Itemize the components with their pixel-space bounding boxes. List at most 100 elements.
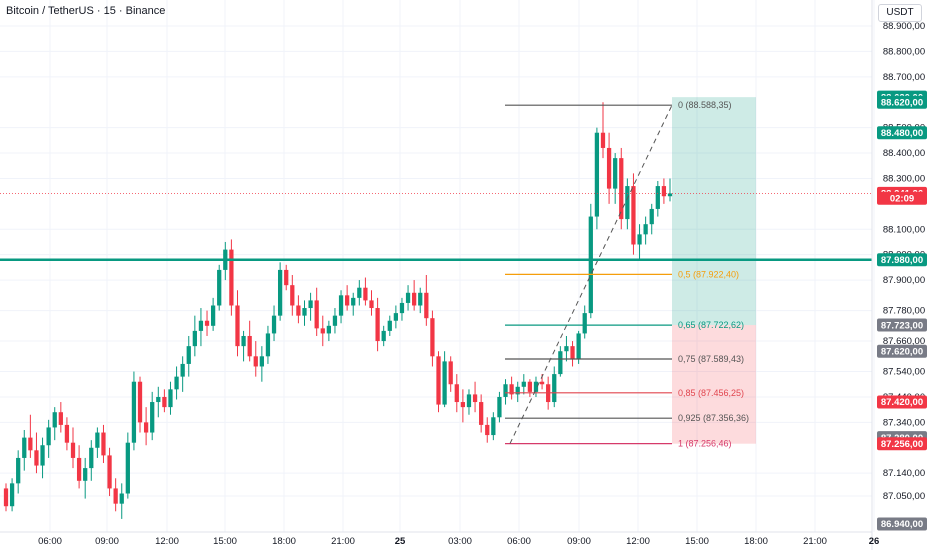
candle-body	[643, 224, 648, 235]
price-badge-bg	[877, 191, 927, 205]
candle-body	[302, 308, 307, 316]
candle-body	[70, 442, 76, 458]
candle-body	[363, 287, 368, 301]
price-badge-bg	[877, 437, 927, 451]
candle-body	[290, 285, 295, 306]
candle-body	[491, 417, 496, 436]
fib-level-label: 0 (88.588,35)	[678, 100, 732, 110]
candle-body	[46, 427, 51, 446]
candle-body	[509, 384, 514, 395]
y-tick-label: 88.800,00	[883, 46, 925, 57]
price-badge-text: 87.980,00	[881, 255, 923, 266]
candle-body	[186, 346, 191, 364]
price-badge-text: 87.723,00	[881, 320, 923, 331]
candle-body	[357, 287, 362, 298]
fib-level-label: 0,75 (87.589,43)	[678, 354, 744, 364]
x-tick-label: 21:00	[331, 536, 355, 547]
y-tick-label: 87.780,00	[883, 306, 925, 317]
candle-body	[558, 351, 563, 375]
x-tick-label: 25	[395, 536, 406, 547]
candle-body	[40, 445, 45, 466]
price-badge-bg	[877, 126, 927, 140]
candle-body	[174, 376, 179, 390]
candle-body	[131, 381, 137, 443]
candle-body	[119, 493, 124, 504]
candle-body	[533, 381, 539, 392]
x-tick-label: 26	[869, 536, 880, 547]
fib-level-label: 0,925 (87.356,36)	[678, 413, 749, 423]
candle-body	[210, 305, 216, 326]
price-badge-text: 87.620,00	[881, 346, 923, 357]
candle-body	[332, 315, 338, 326]
price-badge-text: 87.256,00	[881, 439, 923, 450]
y-tick-label: 87.050,00	[883, 491, 925, 502]
candle-body	[52, 412, 57, 428]
candle-body	[521, 381, 526, 387]
candle-body	[314, 300, 319, 329]
y-tick-label: 87.660,00	[883, 336, 925, 347]
y-tick-label: 88.400,00	[883, 148, 925, 159]
x-tick-label: 09:00	[567, 536, 591, 547]
x-tick-label: 06:00	[507, 536, 531, 547]
candle-body	[351, 297, 356, 306]
candle-body	[539, 381, 545, 385]
candle-body	[95, 432, 100, 448]
candle-body	[527, 381, 533, 392]
fib-level-label: 0,5 (87.922,40)	[678, 269, 739, 279]
fib-level-label: 0,65 (87.722,62)	[678, 320, 744, 330]
x-tick-label: 12:00	[155, 536, 179, 547]
candle-body	[271, 315, 277, 334]
y-tick-label: 87.340,00	[883, 417, 925, 428]
price-badge-text: 88.480,00	[881, 128, 923, 139]
y-tick-label: 87.540,00	[883, 367, 925, 378]
candle-body	[204, 320, 210, 326]
currency-selector[interactable]: USDT	[878, 4, 922, 22]
candle-body	[137, 381, 143, 423]
candle-body	[265, 333, 271, 357]
candle-body	[649, 208, 654, 225]
candle-body	[418, 292, 423, 306]
x-tick-label: 18:00	[272, 536, 296, 547]
candle-body	[460, 402, 466, 408]
price-badge: 87.256,00	[877, 437, 927, 451]
price-badge-bg	[877, 344, 927, 358]
candle-body	[247, 335, 252, 357]
candle-body	[424, 292, 429, 319]
price-badge-text: 88.620,00	[881, 97, 923, 108]
candle-body	[150, 402, 155, 433]
candle-body	[125, 442, 130, 494]
candle-body	[588, 216, 593, 314]
fib-level-label: 0,85 (87.456,25)	[678, 388, 744, 398]
candle-body	[661, 186, 667, 197]
y-tick-label: 87.140,00	[883, 468, 925, 479]
candle-body	[399, 302, 405, 314]
candle-body	[448, 361, 453, 385]
candle-body	[582, 313, 587, 334]
candle-body	[600, 132, 606, 148]
candle-body	[625, 186, 630, 220]
candle-body	[192, 330, 197, 347]
candle-body	[381, 330, 386, 342]
x-tick-label: 06:00	[38, 536, 62, 547]
price-badge-bg	[877, 517, 927, 531]
candle-body	[162, 396, 167, 408]
chart-title: Bitcoin / TetherUS · 15 · Binance	[6, 5, 166, 17]
x-tick-label: 15:00	[213, 536, 237, 547]
price-badge-bg	[877, 95, 927, 109]
take-profit-zone	[672, 97, 756, 326]
candle-body	[564, 346, 569, 352]
candle-body	[454, 384, 459, 403]
x-tick-label: 15:00	[685, 536, 709, 547]
y-tick-label: 88.900,00	[883, 21, 925, 32]
candle-body	[308, 300, 313, 309]
candle-body	[637, 234, 642, 245]
price-badge: 86.940,00	[877, 517, 927, 531]
candle-body	[619, 158, 624, 220]
candle-body	[503, 384, 508, 397]
y-tick-label: 88.100,00	[883, 224, 925, 235]
candle-body	[576, 333, 581, 359]
price-badge: 87.420,00	[877, 395, 927, 409]
price-badge-text: 02:09	[890, 193, 914, 204]
candle-body	[253, 356, 258, 367]
